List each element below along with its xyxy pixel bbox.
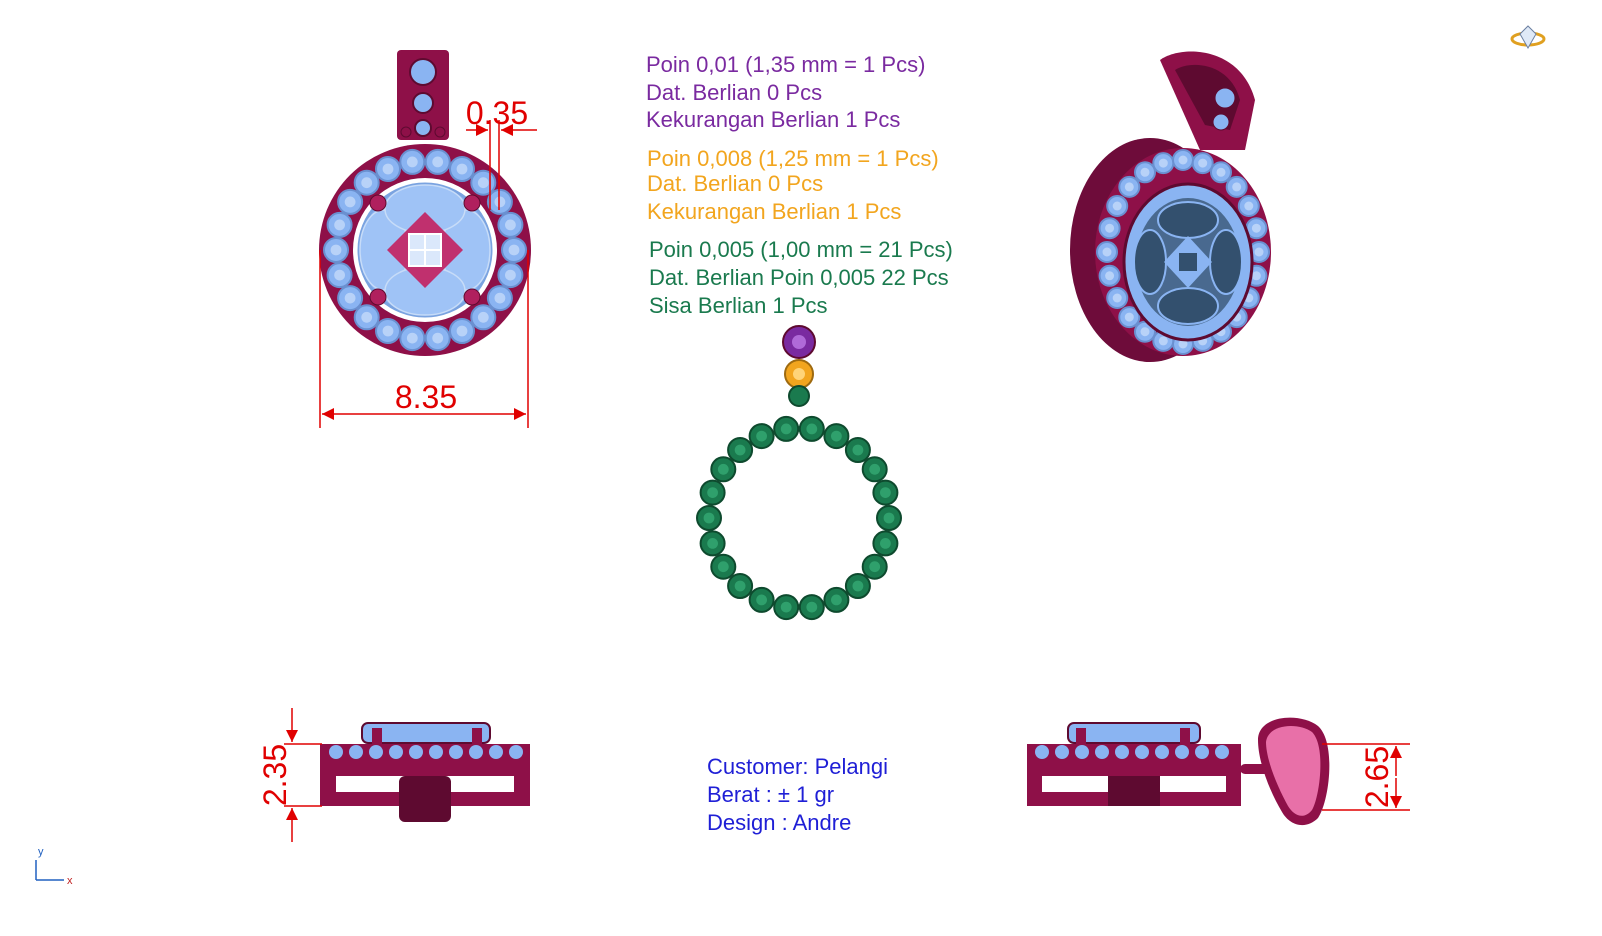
green-stone-facet (780, 423, 792, 435)
green-stone-facet (852, 444, 864, 456)
axis-x-label: x (67, 875, 73, 887)
green-stone-facet (717, 463, 729, 475)
stone-group-3-poin: Poin 0,005 (1,00 mm = 21 Pcs) (649, 237, 953, 262)
stone-group-1-poin: Poin 0,01 (1,35 mm = 1 Pcs) (646, 52, 926, 77)
halo-stone-facet (1254, 247, 1264, 257)
halo-stone-facet (1105, 223, 1115, 233)
side-view-left (320, 722, 530, 822)
green-stone-facet (780, 601, 792, 613)
halo-stone-facet (406, 332, 418, 344)
green-stone-ring (696, 415, 902, 621)
halo-stone-facet (330, 244, 342, 256)
green-stone-facet (756, 594, 767, 606)
dimension-width-label: 8.35 (395, 379, 457, 415)
green-stone-facet (880, 538, 891, 549)
halo-stone-facet (1251, 223, 1261, 233)
green-stone-facet (869, 561, 881, 573)
halo-stone-facet (1178, 155, 1188, 165)
side-view-right (1027, 717, 1330, 826)
halo-stone-facet (361, 177, 373, 189)
perspective-view (1070, 51, 1271, 362)
halo-stone-facet (382, 163, 394, 175)
halo-stone-facet (477, 311, 489, 323)
halo-stone-facet (361, 311, 373, 323)
dimension-height-bail: 2.65 (1322, 743, 1410, 811)
halo-stone-facet (508, 244, 520, 256)
halo-stone-facet (382, 325, 394, 337)
dimension-height-side: 2.35 (257, 708, 322, 842)
halo-stone-facet (1140, 327, 1150, 337)
halo-stone-facet (1178, 339, 1188, 349)
green-stone-facet (880, 487, 891, 498)
green-stone-facet (756, 430, 767, 442)
halo-stone-facet (344, 196, 356, 208)
axis-indicator: y x (35, 846, 73, 887)
stone-group-2-poin: Poin 0,008 (1,25 mm = 1 Pcs) (647, 146, 939, 171)
green-stone-facet (831, 430, 842, 442)
stone-group-1-dat: Dat. Berlian 0 Pcs (646, 80, 823, 105)
green-stone-facet (734, 444, 746, 456)
halo-stone-facet (1198, 158, 1208, 168)
green-stone-facet (717, 561, 729, 573)
dimension-height-bail-label: 2.65 (1359, 746, 1395, 808)
diamond-ring-logo-icon (1510, 25, 1546, 50)
info-design: Design : Andre (707, 810, 852, 835)
green-stone-facet (707, 487, 718, 498)
axis-y-label: y (38, 846, 44, 858)
halo-stone-facet (1112, 293, 1122, 303)
dimension-height-side-label: 2.35 (257, 744, 293, 806)
halo-stone-facet (1102, 247, 1112, 257)
halo-stone-facet (456, 163, 468, 175)
halo-stone-facet (432, 332, 444, 344)
green-stone-facet (703, 512, 715, 524)
green-stone-facet (852, 580, 864, 592)
halo-stone-facet (505, 219, 516, 231)
green-stone-facet (734, 580, 746, 592)
halo-stone-facet (1158, 158, 1168, 168)
front-halo-stones (323, 148, 527, 352)
halo-stone-facet (1251, 271, 1261, 281)
halo-stone-facet (1105, 271, 1115, 281)
halo-stone-facet (1244, 201, 1254, 211)
halo-stone-facet (505, 269, 516, 281)
halo-stone-facet (1124, 182, 1134, 192)
info-customer: Customer: Pelangi (707, 754, 888, 779)
halo-stone-facet (1124, 312, 1134, 322)
halo-stone-facet (1112, 201, 1122, 211)
halo-stone-facet (344, 292, 356, 304)
halo-stone-facet (406, 156, 418, 168)
info-weight: Berat : ± 1 gr (707, 782, 835, 807)
dimension-gap-label: 0.35 (466, 95, 528, 131)
green-stone-facet (883, 512, 895, 524)
front-view (319, 50, 531, 356)
stone-group-1-note: Kekurangan Berlian 1 Pcs (646, 107, 901, 132)
halo-stone-facet (334, 269, 345, 281)
halo-stone-facet (1216, 167, 1226, 177)
stone-group-3-dat: Dat. Berlian Poin 0,005 22 Pcs (649, 265, 949, 290)
halo-stone-facet (456, 325, 468, 337)
halo-stone-facet (1232, 182, 1242, 192)
stone-group-2-dat: Dat. Berlian 0 Pcs (647, 171, 824, 196)
dimension-width: 8.35 (319, 250, 529, 428)
green-stone-facet (806, 601, 818, 613)
dimension-gap: 0.35 (466, 95, 537, 210)
halo-stone-facet (334, 219, 345, 231)
green-stone-facet (806, 423, 818, 435)
stone-swatch-green (788, 385, 810, 407)
stone-group-3-note: Sisa Berlian 1 Pcs (649, 293, 828, 318)
halo-stone-facet (1158, 336, 1168, 346)
halo-stone-facet (432, 156, 444, 168)
green-stone-facet (707, 538, 718, 549)
green-stone-facet (831, 594, 842, 606)
stone-group-2-note: Kekurangan Berlian 1 Pcs (647, 199, 902, 224)
halo-stone-facet (1140, 167, 1150, 177)
green-stone-facet (869, 463, 881, 475)
halo-stone-facet (477, 177, 489, 189)
halo-stone-facet (494, 196, 506, 208)
halo-stone-facet (494, 292, 506, 304)
